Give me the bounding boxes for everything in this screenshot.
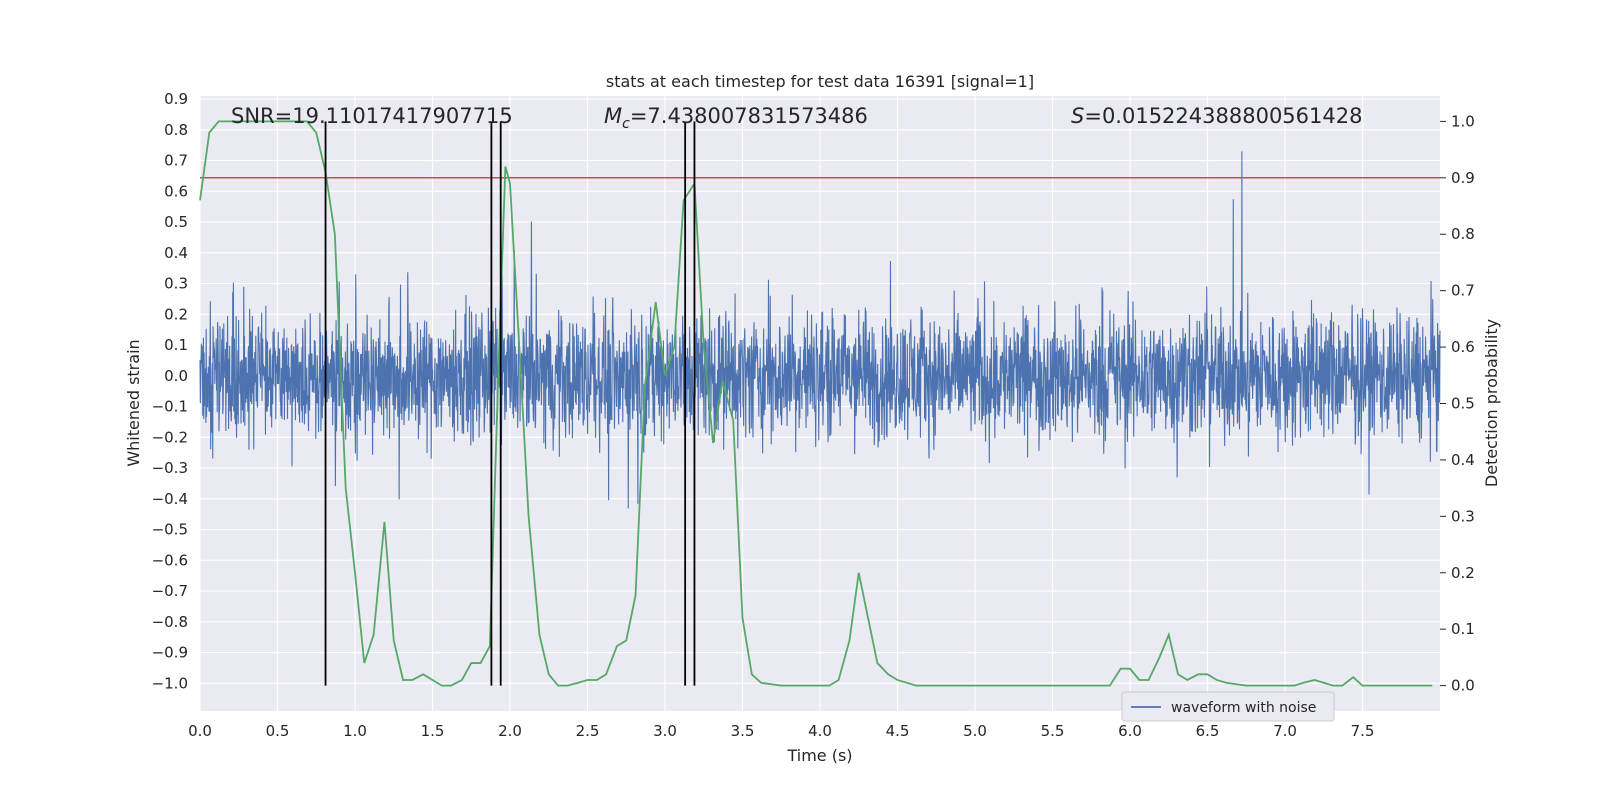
x-tick-label: 6.5: [1196, 722, 1220, 740]
x-tick-label: 7.5: [1351, 722, 1375, 740]
y2-tick-label: 0.5: [1451, 395, 1475, 413]
y-tick-label: −0.7: [152, 582, 188, 600]
y2-tick-label: 0.7: [1451, 282, 1475, 300]
x-tick-label: 3.0: [653, 722, 677, 740]
y-tick-label: −0.3: [152, 459, 188, 477]
y-tick-label: 0.3: [164, 275, 188, 293]
x-tick-label: 0.5: [266, 722, 290, 740]
y-tick-label: −0.8: [152, 613, 188, 631]
y2-tick-label: 0.6: [1451, 338, 1475, 356]
y2-axis-label: Detection probability: [1482, 319, 1501, 487]
y-tick-label: −0.5: [152, 521, 188, 539]
x-tick-label: 2.0: [498, 722, 522, 740]
y-tick-label: 0.0: [164, 367, 188, 385]
x-tick-label: 0.0: [188, 722, 212, 740]
y-tick-label: 0.9: [164, 90, 188, 108]
x-tick-label: 5.5: [1041, 722, 1065, 740]
detection-probability-series: [199, 120, 1433, 687]
y-tick-label: −0.4: [152, 490, 188, 508]
probability-line: [199, 120, 1433, 687]
waveform-series: [199, 151, 1441, 509]
y-tick-label: −1.0: [152, 674, 188, 692]
y2-tick-label: 1.0: [1451, 112, 1475, 130]
s-annotation: S=0.015224388800561428: [1071, 104, 1362, 128]
y2-tick-label: 0.0: [1451, 677, 1475, 695]
x-tick-label: 5.0: [963, 722, 987, 740]
legend-label: waveform with noise: [1171, 700, 1316, 716]
y-tick-label: −0.2: [152, 428, 188, 446]
x-axis-ticks: 0.0 0.5 1.0 1.5 2.0 2.5 3.0 3.5 4.0 4.5 5.0 5.5 6.0 6…: [188, 722, 1374, 740]
snr-annotation: SNR=19.11017417907715: [231, 104, 513, 128]
vertical-markers: [324, 121, 696, 686]
x-tick-label: 4.0: [808, 722, 832, 740]
y-tick-label: 0.7: [164, 152, 188, 170]
legend-box: [1121, 691, 1335, 722]
x-tick-label: 1.0: [343, 722, 367, 740]
y-tick-label: 0.1: [164, 336, 188, 354]
y2-tick-label: 0.3: [1451, 507, 1475, 525]
legend: waveform with noise: [1121, 691, 1335, 722]
x-axis-label: Time (s): [786, 746, 852, 765]
y-tick-label: 0.5: [164, 213, 188, 231]
x-tick-label: 3.5: [731, 722, 755, 740]
y2-tick-label: 0.1: [1451, 620, 1475, 638]
y-tick-label: 0.6: [164, 182, 188, 200]
chirp-mass-annotation: Mc=7.438007831573486: [604, 104, 868, 132]
y-tick-label: −0.1: [152, 398, 188, 416]
y-axis-label: Whitened strain: [124, 339, 143, 466]
y-axis-ticks: −1.0 −0.9 −0.8 −0.7 −0.6 −0.5 −0.4 −0.3 −0.2 −0.1…: [152, 90, 188, 692]
x-tick-label: 4.5: [886, 722, 910, 740]
y-tick-label: −0.9: [152, 644, 188, 662]
y2-tick-label: 0.9: [1451, 169, 1475, 187]
y2-tick-label: 0.2: [1451, 564, 1475, 582]
x-tick-label: 1.5: [421, 722, 445, 740]
waveform-line: [199, 151, 1441, 509]
chart-title: stats at each timestep for test data 163…: [606, 72, 1034, 91]
y2-axis-ticks: 0.0 0.1 0.2 0.3 0.4 0.5 0.6 0.7 0.8 0.9 1.0: [1440, 112, 1475, 695]
y2-tick-label: 0.8: [1451, 225, 1475, 243]
x-tick-label: 6.0: [1118, 722, 1142, 740]
y-tick-label: 0.4: [164, 244, 188, 262]
x-tick-label: 2.5: [576, 722, 600, 740]
y-tick-label: 0.2: [164, 305, 188, 323]
y-tick-label: 0.8: [164, 121, 188, 139]
y-tick-label: −0.6: [152, 551, 188, 569]
x-tick-label: 7.0: [1273, 722, 1297, 740]
y2-tick-label: 0.4: [1451, 451, 1475, 469]
